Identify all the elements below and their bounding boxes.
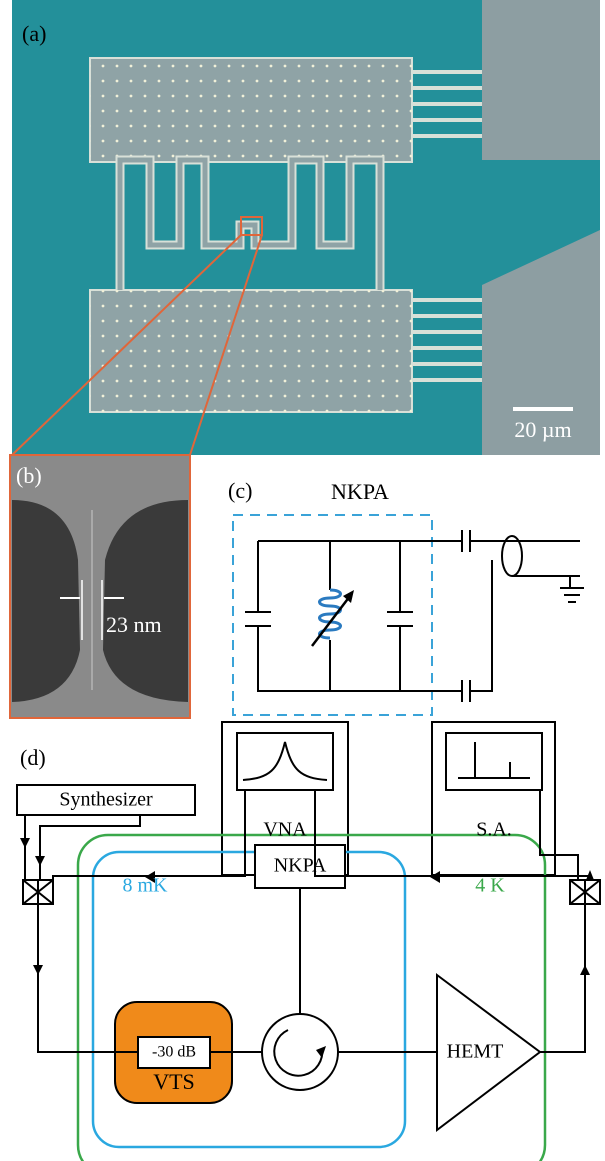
device-label: Synthesizer (59, 789, 153, 811)
attenuation-label: -30 dB (152, 1044, 196, 1061)
shape (245, 530, 470, 702)
shape (482, 0, 600, 160)
shape (20, 838, 30, 848)
device-label: S.A. (476, 819, 512, 841)
device-label: VTS (153, 1069, 195, 1094)
sem-image-b (10, 455, 190, 718)
panel-label: (d) (20, 745, 46, 770)
sem-image-a (12, 0, 600, 455)
panel-label: (b) (16, 463, 42, 488)
device-label: VNA (263, 819, 307, 841)
shape (513, 407, 573, 411)
scale-bar-label: 20 µm (514, 417, 571, 442)
panel-label: (c) (228, 478, 252, 503)
shape (23, 880, 53, 904)
stage-label: 8 mK (123, 875, 169, 897)
shape (432, 722, 555, 875)
shape (258, 541, 580, 691)
shape (90, 58, 412, 162)
shape (512, 576, 584, 602)
shape (243, 742, 327, 780)
shape (446, 733, 542, 790)
shape (237, 733, 333, 790)
stage-label: 4 K (475, 875, 505, 897)
box-label: NKPA (331, 479, 389, 504)
panel-label: (a) (22, 21, 46, 46)
shape (33, 965, 43, 975)
shape (274, 1030, 322, 1076)
shape (580, 965, 590, 975)
device-label: HEMT (447, 1041, 504, 1063)
circuit (233, 515, 584, 715)
shape (35, 856, 45, 866)
shape (90, 290, 412, 412)
width-label: 23 nm (106, 612, 162, 637)
shape (316, 1046, 326, 1058)
shape (312, 596, 350, 646)
shape (458, 742, 530, 778)
figure: (a) 20 µm (b) 23 nm (c) NKPA (d) Synthes… (0, 0, 605, 1161)
shape (570, 880, 600, 904)
device-label: NKPA (274, 855, 327, 877)
